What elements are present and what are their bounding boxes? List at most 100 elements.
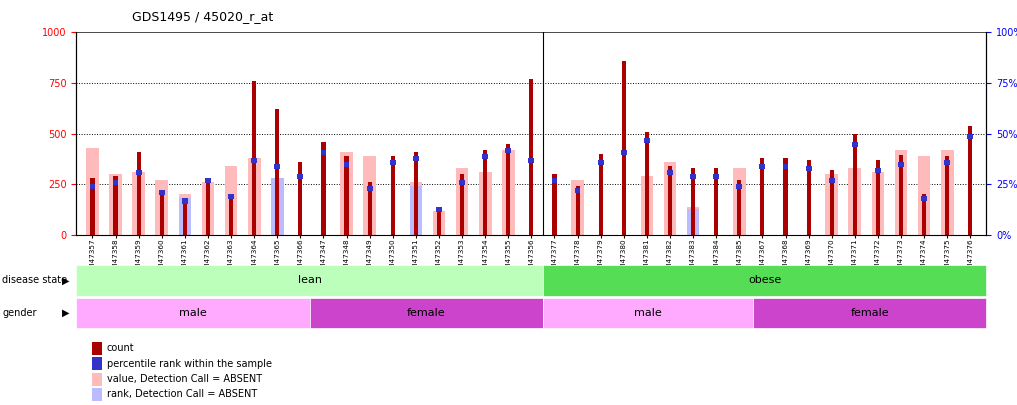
Bar xyxy=(271,178,284,235)
Bar xyxy=(572,180,584,235)
Bar xyxy=(852,142,857,147)
Bar xyxy=(852,134,857,235)
Bar xyxy=(276,109,280,235)
Bar xyxy=(320,150,326,155)
Bar xyxy=(754,298,986,328)
Text: percentile rank within the sample: percentile rank within the sample xyxy=(107,359,272,369)
Bar xyxy=(132,172,145,235)
Bar xyxy=(644,138,650,143)
Bar xyxy=(576,186,580,235)
Bar xyxy=(297,174,303,179)
Text: female: female xyxy=(407,308,445,318)
Bar xyxy=(686,207,700,235)
Bar xyxy=(899,155,903,235)
Bar xyxy=(575,188,581,194)
Bar xyxy=(483,150,487,235)
Bar xyxy=(599,154,603,235)
Bar xyxy=(529,158,534,163)
Bar xyxy=(691,174,696,179)
Bar xyxy=(917,156,931,235)
Bar xyxy=(228,194,234,200)
Bar xyxy=(667,170,673,175)
Bar xyxy=(733,168,745,235)
Bar xyxy=(621,61,625,235)
Bar xyxy=(713,174,719,179)
Bar xyxy=(529,79,534,235)
Bar xyxy=(367,182,372,235)
Text: count: count xyxy=(107,343,134,353)
Bar xyxy=(390,160,396,165)
Bar xyxy=(309,298,543,328)
Bar xyxy=(76,265,543,296)
Bar xyxy=(251,158,257,163)
Bar xyxy=(691,168,696,235)
Text: rank, Detection Call = ABSENT: rank, Detection Call = ABSENT xyxy=(107,390,257,399)
Bar xyxy=(363,156,376,235)
Bar xyxy=(945,160,950,165)
Bar xyxy=(456,168,469,235)
Bar xyxy=(136,152,140,235)
Bar xyxy=(113,180,118,185)
Bar xyxy=(664,162,676,235)
Bar xyxy=(414,152,418,235)
Bar xyxy=(89,184,96,190)
Bar xyxy=(714,168,718,235)
Bar xyxy=(225,166,237,235)
Bar xyxy=(459,180,465,185)
Bar xyxy=(482,154,488,159)
Bar xyxy=(737,180,741,235)
Bar xyxy=(298,162,302,235)
Bar xyxy=(829,178,835,183)
Text: value, Detection Call = ABSENT: value, Detection Call = ABSENT xyxy=(107,374,262,384)
Bar xyxy=(621,150,626,155)
Bar xyxy=(109,174,122,235)
Bar xyxy=(645,132,649,235)
Bar xyxy=(271,178,284,235)
Text: gender: gender xyxy=(2,308,37,318)
Bar xyxy=(552,174,556,235)
Bar xyxy=(875,168,881,173)
Bar xyxy=(830,170,834,235)
Bar xyxy=(895,150,907,235)
Bar xyxy=(761,158,765,235)
Bar xyxy=(182,198,188,204)
Bar xyxy=(641,176,653,235)
Text: ▶: ▶ xyxy=(62,275,69,286)
Bar xyxy=(783,158,787,235)
Bar xyxy=(736,184,742,190)
Bar xyxy=(205,178,211,183)
Bar xyxy=(205,182,211,235)
Bar xyxy=(391,156,395,235)
Bar xyxy=(505,148,512,153)
Bar xyxy=(968,126,972,235)
Bar xyxy=(341,152,353,235)
Text: disease state: disease state xyxy=(2,275,67,286)
Bar xyxy=(367,186,372,192)
Bar xyxy=(686,209,700,235)
Bar xyxy=(967,134,973,139)
Bar xyxy=(945,156,949,235)
Bar xyxy=(410,186,422,235)
Bar xyxy=(156,180,168,235)
Bar xyxy=(345,156,349,235)
Bar xyxy=(848,168,861,235)
Bar xyxy=(506,144,511,235)
Bar xyxy=(898,162,904,167)
Bar xyxy=(179,194,191,235)
Bar xyxy=(135,170,141,175)
Bar xyxy=(805,166,812,171)
Bar xyxy=(543,265,986,296)
Bar xyxy=(229,194,233,235)
Bar xyxy=(201,182,215,235)
Bar xyxy=(826,174,838,235)
Bar xyxy=(76,298,309,328)
Bar xyxy=(551,178,557,183)
Bar xyxy=(806,160,811,235)
Bar xyxy=(321,142,325,235)
Bar xyxy=(86,148,99,235)
Bar xyxy=(436,207,441,211)
Bar xyxy=(876,160,880,235)
Bar xyxy=(872,172,884,235)
Bar xyxy=(252,81,256,235)
Text: ▶: ▶ xyxy=(62,308,69,318)
